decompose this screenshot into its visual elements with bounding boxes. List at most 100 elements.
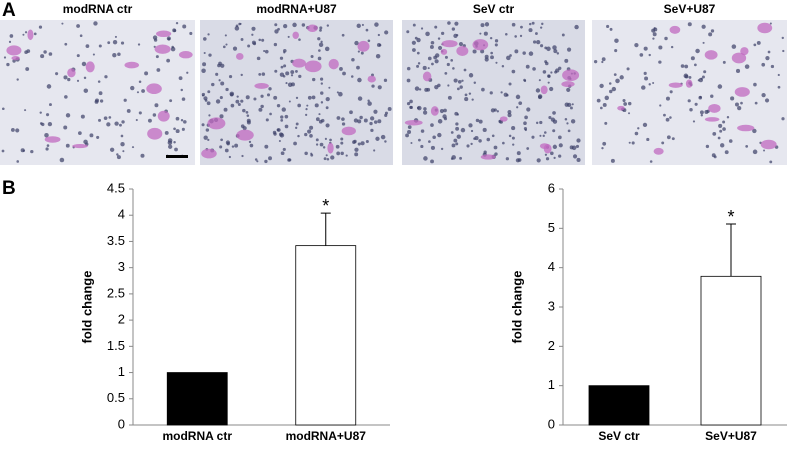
nucleus: [634, 42, 639, 48]
nucleus: [318, 113, 321, 116]
nucleus: [383, 78, 388, 82]
nucleus: [272, 130, 277, 135]
nucleus: [480, 23, 485, 28]
nucleus: [137, 43, 141, 46]
nucleus: [576, 138, 581, 143]
nucleus: [528, 51, 534, 56]
nucleus: [236, 95, 239, 98]
nucleus: [782, 49, 785, 53]
nucleus: [371, 84, 375, 88]
nucleus: [752, 128, 757, 134]
nucleus: [456, 134, 461, 139]
nucleus: [45, 113, 50, 117]
nucleus: [168, 144, 173, 149]
nucleus: [121, 120, 125, 124]
nucleus: [526, 107, 531, 112]
cell: [653, 147, 664, 155]
nucleus: [484, 57, 489, 62]
nucleus: [690, 56, 695, 61]
nucleus: [30, 149, 34, 154]
nucleus: [325, 123, 330, 128]
nucleus: [180, 119, 184, 122]
nucleus: [447, 21, 451, 25]
nucleus: [117, 52, 121, 57]
cell: [254, 82, 269, 89]
nucleus: [298, 74, 302, 78]
nucleus: [323, 157, 327, 161]
nucleus: [94, 99, 99, 104]
nucleus: [280, 115, 284, 119]
nucleus: [304, 151, 308, 156]
nucleus: [417, 62, 421, 65]
nucleus: [532, 67, 536, 71]
nucleus: [208, 114, 211, 117]
nucleus: [516, 151, 521, 156]
cell: [668, 82, 683, 88]
nucleus: [341, 33, 345, 37]
nucleus: [288, 100, 291, 103]
nucleus: [493, 108, 497, 112]
nucleus: [604, 121, 608, 125]
nucleus: [671, 137, 675, 141]
nucleus: [264, 159, 268, 164]
cell: [85, 61, 95, 73]
nucleus: [315, 138, 319, 142]
nucleus: [440, 147, 444, 151]
nucleus: [728, 139, 733, 143]
nucleus: [335, 144, 340, 149]
cell: [307, 24, 318, 32]
nucleus: [726, 116, 730, 119]
nucleus: [320, 82, 323, 85]
nucleus: [651, 28, 656, 33]
nucleus: [781, 36, 784, 40]
nucleus: [659, 104, 662, 107]
nucleus: [246, 114, 250, 117]
nucleus: [414, 86, 420, 91]
nucleus: [753, 43, 757, 47]
nucleus: [526, 147, 530, 150]
nucleus: [703, 70, 707, 74]
cell: [292, 31, 299, 40]
nucleus: [242, 126, 247, 131]
nucleus: [547, 81, 550, 84]
nucleus: [83, 76, 87, 80]
nucleus: [326, 24, 329, 27]
nucleus: [282, 74, 286, 78]
nucleus: [281, 107, 286, 112]
nucleus: [753, 82, 757, 87]
nucleus: [310, 55, 314, 59]
nucleus: [446, 62, 450, 67]
nucleus: [338, 91, 343, 97]
bar: [700, 275, 762, 426]
nucleus: [508, 82, 512, 86]
nucleus: [466, 144, 470, 148]
nucleus: [570, 119, 576, 124]
nucleus: [175, 116, 180, 121]
nucleus: [700, 114, 704, 117]
nucleus: [431, 62, 434, 66]
cell: [156, 30, 172, 38]
cell: [440, 48, 448, 55]
cell: [685, 79, 693, 88]
nucleus: [745, 144, 749, 148]
nucleus: [44, 132, 49, 138]
nucleus: [359, 115, 363, 120]
nucleus: [46, 84, 52, 89]
nucleus: [752, 149, 758, 155]
nucleus: [767, 50, 771, 54]
nucleus: [627, 101, 632, 106]
nucleus: [718, 123, 723, 128]
nucleus: [360, 51, 364, 55]
nucleus: [468, 92, 472, 95]
nucleus: [524, 115, 528, 120]
nucleus: [710, 29, 715, 33]
nucleus: [623, 102, 628, 106]
cell: [292, 58, 306, 68]
nucleus: [152, 113, 157, 117]
nucleus: [178, 76, 183, 81]
nucleus: [453, 78, 458, 83]
nucleus: [482, 127, 487, 133]
nucleus: [225, 87, 229, 92]
nucleus: [688, 75, 692, 79]
bar: [588, 385, 650, 426]
